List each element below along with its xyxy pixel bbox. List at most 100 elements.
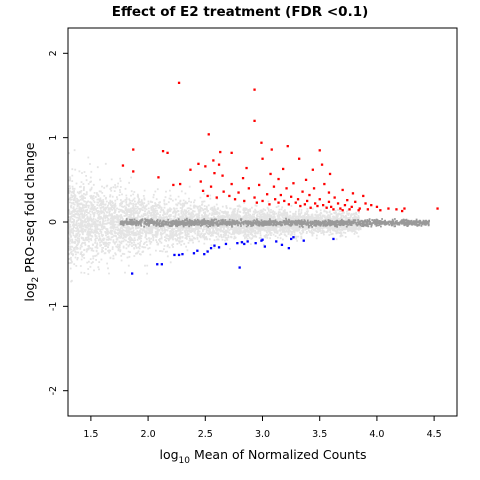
downregulated-point <box>177 253 181 257</box>
points-layer <box>68 81 439 283</box>
upregulated-point <box>341 209 344 212</box>
upregulated-point <box>322 204 325 207</box>
upregulated-point <box>228 194 231 198</box>
upregulated-point <box>217 163 221 166</box>
upregulated-point <box>261 157 264 160</box>
upregulated-point <box>213 172 216 175</box>
upregulated-point <box>318 198 321 201</box>
y-axis: -2 -1 0 1 2 <box>48 50 68 395</box>
upregulated-point <box>339 207 342 210</box>
y-tick-label: 0 <box>48 219 59 225</box>
downregulated-point <box>254 242 257 245</box>
upregulated-point <box>212 159 215 162</box>
upregulated-point <box>230 182 233 186</box>
upregulated-point <box>306 199 309 203</box>
x-tick-label: 2.0 <box>141 429 156 440</box>
downregulated-point <box>160 263 163 266</box>
downregulated-point <box>287 247 290 250</box>
nonsignificant-points <box>119 217 430 229</box>
x-axis-label-main: log <box>159 447 178 462</box>
upregulated-point <box>316 204 319 208</box>
upregulated-point <box>258 183 261 187</box>
chart-title: Effect of E2 treatment (FDR <0.1) <box>112 4 369 20</box>
y-axis-label: log2 PRO-seq fold change <box>22 142 41 302</box>
downregulated-point <box>192 252 196 255</box>
upregulated-point <box>318 149 321 152</box>
upregulated-point <box>282 167 285 171</box>
upregulated-point <box>253 196 256 199</box>
upregulated-point <box>327 200 331 203</box>
upregulated-point <box>436 207 439 210</box>
upregulated-point <box>189 168 192 171</box>
upregulated-point <box>132 148 135 151</box>
upregulated-point <box>132 170 135 173</box>
downregulated-point <box>224 242 228 246</box>
upregulated-point <box>266 193 269 196</box>
y-tick-label: 1 <box>48 135 59 141</box>
upregulated-point <box>320 163 324 166</box>
upregulated-point <box>314 202 317 205</box>
upregulated-point <box>311 168 314 171</box>
upregulated-series <box>121 81 439 213</box>
upregulated-point <box>403 207 406 210</box>
upregulated-point <box>312 187 316 190</box>
upregulated-point <box>207 133 210 136</box>
upregulated-point <box>269 172 272 176</box>
upregulated-point <box>364 202 367 205</box>
upregulated-point <box>245 166 248 170</box>
downregulated-point <box>246 240 249 243</box>
downregulated-point <box>217 246 221 249</box>
upregulated-point <box>330 205 333 208</box>
upregulated-point <box>237 191 240 194</box>
upregulated-point <box>243 199 246 203</box>
upregulated-point <box>285 187 288 190</box>
upregulated-point <box>401 209 404 213</box>
upregulated-point <box>387 207 390 210</box>
y-tick-label: 2 <box>48 50 59 56</box>
upregulated-point <box>209 185 213 188</box>
upregulated-point <box>230 151 233 154</box>
upregulated-point <box>341 188 344 192</box>
upregulated-point <box>253 88 256 91</box>
upregulated-point <box>268 203 271 206</box>
upregulated-point <box>351 192 355 195</box>
upregulated-point <box>328 172 332 176</box>
upregulated-point <box>303 203 306 206</box>
upregulated-point <box>379 209 382 212</box>
x-axis-label-subscript: 10 <box>179 456 191 466</box>
upregulated-point <box>283 199 286 203</box>
downregulated-point <box>203 253 206 256</box>
upregulated-point <box>161 150 165 153</box>
upregulated-point <box>166 151 169 154</box>
downregulated-point <box>263 245 266 248</box>
downregulated-point <box>275 240 278 243</box>
y-tick-label: -1 <box>48 302 59 311</box>
x-tick-label: 2.5 <box>198 429 213 440</box>
upregulated-point <box>261 199 264 203</box>
upregulated-point <box>199 180 202 183</box>
upregulated-point <box>290 195 293 198</box>
x-tick-label: 1.5 <box>83 429 98 440</box>
x-axis-label-rest: Mean of Normalized Counts <box>190 447 367 462</box>
upregulated-point <box>294 201 297 204</box>
upregulated-point <box>274 198 277 201</box>
downregulated-series <box>131 236 335 275</box>
upregulated-point <box>157 176 160 179</box>
y-tick-label: -2 <box>48 386 59 395</box>
upregulated-point <box>333 196 336 199</box>
upregulated-point <box>177 81 181 84</box>
upregulated-point <box>279 193 282 197</box>
downregulated-point <box>238 266 241 269</box>
upregulated-point <box>219 150 222 154</box>
upregulated-point <box>277 177 280 181</box>
downregulated-point <box>206 250 209 253</box>
downregulated-point <box>243 242 246 246</box>
downregulated-point <box>332 237 335 241</box>
downregulated-point <box>196 249 199 252</box>
upregulated-point <box>308 193 311 197</box>
x-tick-label: 3.5 <box>312 429 327 440</box>
upregulated-point <box>287 203 290 206</box>
upregulated-point <box>172 183 175 187</box>
upregulated-point <box>121 164 125 167</box>
